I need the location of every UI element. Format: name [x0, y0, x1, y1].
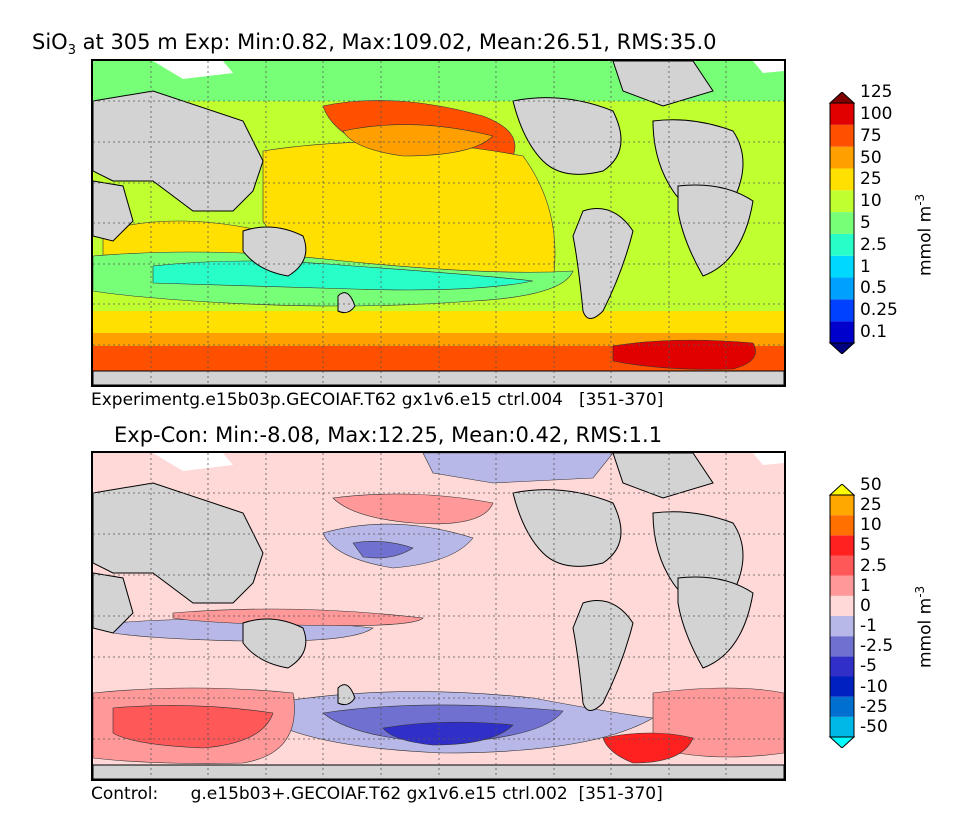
colorbar-tick-label: -1 — [860, 616, 877, 637]
colorbar-swatch — [830, 676, 854, 697]
title-stats: at 305 m Exp: Min:0.82, Max:109.02, Mean… — [75, 30, 717, 54]
colorbar-tick-label: 0.1 — [860, 322, 888, 343]
weddell-red — [612, 339, 756, 370]
colorbar-swatch — [830, 146, 854, 169]
top-colorbar-swatches — [828, 91, 856, 355]
units-text: mmol m — [915, 205, 936, 276]
colorbar-tick-label: 75 — [860, 125, 882, 146]
colorbar-max-triangle — [828, 483, 856, 496]
colorbar-swatch — [830, 190, 854, 213]
south-pacific-core — [382, 721, 514, 746]
colorbar-swatch — [830, 616, 854, 637]
colorbar-tick-label: -10 — [860, 676, 888, 697]
colorbar-swatch — [830, 656, 854, 677]
colorbar-swatch — [830, 575, 854, 596]
colorbar-swatch — [830, 103, 854, 125]
bottom-map — [91, 451, 786, 781]
top-map-caption: Experimentg.e15b03p.GECOIAF.T62 gx1v6.e1… — [91, 390, 664, 410]
colorbar-tick-label: 25 — [860, 495, 882, 516]
colorbar-swatch — [830, 321, 854, 343]
colorbar-swatch — [830, 636, 854, 657]
colorbar-tick-label: 1 — [860, 575, 871, 596]
title-species: SiO — [32, 30, 68, 54]
weddell-diff — [602, 732, 694, 764]
colorbar-swatch — [830, 515, 854, 536]
colorbar-swatch — [830, 696, 854, 717]
title-subscript: 3 — [67, 43, 76, 59]
colorbar-swatch — [830, 595, 854, 616]
colorbar-tick-label: 2.5 — [860, 555, 888, 576]
southern-red-west-core — [112, 705, 274, 749]
units-superscript: -3 — [913, 585, 927, 598]
colorbar-min-triangle — [828, 342, 856, 355]
colorbar-tick-label: 0.25 — [860, 300, 898, 321]
bottom-map-caption: Control: g.e15b03+.GECOIAF.T62 gx1v6.e15… — [91, 784, 663, 804]
north-pacific-pink — [332, 493, 494, 525]
colorbar-tick-label: 50 — [860, 147, 882, 168]
arctic-blue — [422, 453, 614, 484]
colorbar-tick-label: -25 — [860, 696, 888, 717]
units-text: mmol m — [915, 597, 936, 668]
colorbar-tick-label: 0 — [860, 595, 871, 616]
colorbar-tick-label: 50 — [860, 474, 882, 495]
units-superscript: -3 — [913, 193, 927, 206]
colorbar-tick-label: 2.5 — [860, 234, 888, 255]
equatorial-pink — [172, 608, 424, 626]
bottom-colorbar-units: mmol m-3 — [913, 586, 936, 668]
colorbar-tick-label: 5 — [860, 535, 871, 556]
map-gridlines — [93, 453, 784, 779]
colorbar-swatch — [830, 124, 854, 147]
colorbar-swatch — [830, 555, 854, 576]
colorbar-swatch — [830, 212, 854, 234]
bottom-colorbar — [828, 483, 856, 749]
colorbar-min-triangle — [828, 736, 856, 749]
top-map — [91, 59, 786, 387]
colorbar-tick-label: -50 — [860, 716, 888, 737]
colorbar-tick-label: 25 — [860, 169, 882, 190]
colorbar-tick-label: 10 — [860, 191, 882, 212]
colorbar-swatch — [830, 168, 854, 191]
bottom-map-title: Exp-Con: Min:-8.08, Max:12.25, Mean:0.42… — [114, 423, 663, 447]
colorbar-swatch — [830, 495, 854, 516]
top-map-title: SiO3 at 305 m Exp: Min:0.82, Max:109.02,… — [32, 30, 717, 58]
north-pacific-core — [352, 541, 414, 559]
colorbar-swatch — [830, 255, 854, 278]
colorbar-tick-label: 100 — [860, 103, 893, 124]
colorbar-tick-label: 1 — [860, 256, 871, 277]
land-masses — [93, 453, 784, 779]
southern-yellow — [93, 311, 784, 333]
colorbar-swatch — [830, 535, 854, 556]
colorbar-tick-label: -2.5 — [860, 636, 894, 657]
colorbar-swatch — [830, 716, 854, 737]
no-data-regions — [153, 61, 784, 79]
colorbar-tick-label: -5 — [860, 656, 877, 677]
colorbar-swatch — [830, 233, 854, 256]
top-colorbar-units: mmol m-3 — [913, 194, 936, 276]
north-pacific-orange — [342, 124, 494, 157]
colorbar-max-triangle — [828, 91, 856, 104]
colorbar-tick-label: 5 — [860, 213, 871, 233]
no-data-regions — [153, 453, 784, 471]
map-gridlines — [93, 61, 784, 385]
colorbar-tick-label: 125 — [860, 82, 893, 103]
colorbar-tick-label: 0.5 — [860, 278, 888, 299]
bottom-colorbar-swatches — [828, 483, 856, 749]
top-colorbar — [828, 91, 856, 355]
colorbar-swatch — [830, 299, 854, 322]
land-masses — [93, 61, 784, 385]
colorbar-swatch — [830, 277, 854, 300]
colorbar-tick-label: 10 — [860, 515, 882, 536]
